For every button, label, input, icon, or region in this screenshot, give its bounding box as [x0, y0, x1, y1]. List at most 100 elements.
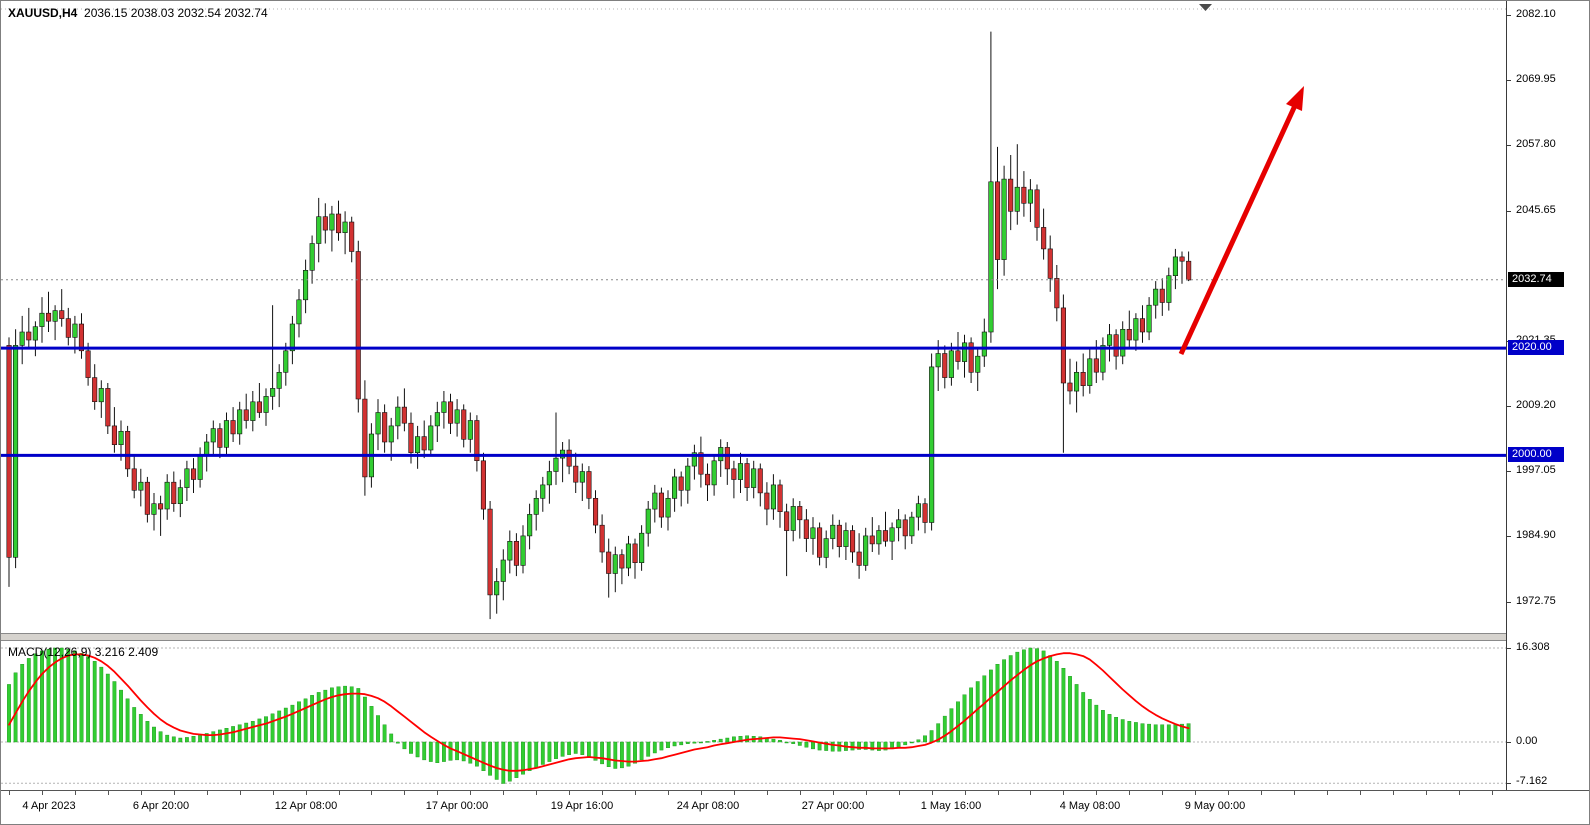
time-tick	[602, 791, 603, 795]
time-axis[interactable]: 4 Apr 2023 6 Apr 20:00 12 Apr 08:00 17 Apr …	[1, 790, 1589, 824]
time-tick	[1030, 791, 1031, 795]
time-tick	[998, 791, 999, 795]
time-tick	[569, 791, 570, 795]
time-tick	[174, 791, 175, 795]
time-tick	[437, 791, 438, 795]
time-tick	[371, 791, 372, 795]
price-tick-label: 1984.90	[1516, 529, 1556, 541]
pane-divider[interactable]	[1, 633, 1589, 641]
macd-tick	[1507, 742, 1511, 743]
time-tick	[207, 791, 208, 795]
price-tick-label: 1997.05	[1516, 464, 1556, 476]
time-tick	[536, 791, 537, 795]
time-tick	[1327, 791, 1328, 795]
time-tick	[1162, 791, 1163, 795]
trend-arrow[interactable]	[1178, 86, 1304, 356]
time-tick	[701, 791, 702, 795]
time-label: 24 Apr 08:00	[676, 800, 740, 812]
macd-signal-line	[8, 652, 1190, 772]
price-tick	[1507, 406, 1511, 407]
macd-tick-label: 16.308	[1516, 641, 1550, 653]
time-tick	[1129, 791, 1130, 795]
time-tick	[470, 791, 471, 795]
time-tick	[1294, 791, 1295, 795]
macd-tick-label: -7.162	[1516, 775, 1548, 787]
price-tick	[1507, 15, 1511, 16]
time-tick	[1096, 791, 1097, 795]
time-label: 19 Apr 16:00	[550, 800, 614, 812]
price-tick	[1507, 145, 1511, 146]
macd-tick	[1507, 648, 1511, 649]
price-tick	[1507, 80, 1511, 81]
price-tick-label: 2009.20	[1516, 399, 1556, 411]
price-tick	[1507, 211, 1511, 212]
price-tick-label: 2082.10	[1516, 8, 1556, 20]
macd-chart-canvas[interactable]	[1, 641, 1506, 789]
time-label: 9 May 00:00	[1184, 800, 1246, 812]
level-price-badge: 2000.00	[1508, 447, 1564, 462]
macd-pane[interactable]	[1, 641, 1506, 789]
time-tick	[800, 791, 801, 795]
macd-values: 3.216 2.409	[94, 645, 159, 659]
time-tick	[1426, 791, 1427, 795]
time-tick	[1228, 791, 1229, 795]
time-tick	[9, 791, 10, 795]
time-tick	[734, 791, 735, 795]
macd-name: MACD(12,26,9)	[8, 645, 92, 659]
time-tick	[1492, 791, 1493, 795]
price-axis[interactable]: 2082.102069.952057.802045.652021.352009.…	[1506, 1, 1589, 790]
time-tick	[965, 791, 966, 795]
time-label: 1 May 16:00	[920, 800, 982, 812]
time-tick	[1393, 791, 1394, 795]
level-price-badge: 2020.00	[1508, 340, 1564, 355]
candlestick-chart-canvas[interactable]	[1, 1, 1506, 633]
quote-close: 2032.74	[224, 6, 268, 20]
time-tick	[899, 791, 900, 795]
time-tick	[42, 791, 43, 795]
symbol-period-label: XAUUSD,H4	[8, 6, 78, 20]
time-tick	[1459, 791, 1460, 795]
time-tick	[635, 791, 636, 795]
time-tick	[339, 791, 340, 795]
time-tick	[1063, 791, 1064, 795]
time-tick	[306, 791, 307, 795]
macd-indicator-label: MACD(12,26,9) 3.216 2.409	[8, 645, 158, 659]
price-tick-label: 2045.65	[1516, 204, 1556, 216]
price-tick	[1507, 602, 1511, 603]
macd-tick	[1507, 783, 1511, 784]
time-tick	[1360, 791, 1361, 795]
time-label: 17 Apr 00:00	[425, 800, 489, 812]
time-label: 4 May 08:00	[1059, 800, 1121, 812]
main-chart-pane[interactable]	[1, 1, 1506, 633]
time-tick	[668, 791, 669, 795]
time-tick	[273, 791, 274, 795]
time-tick	[833, 791, 834, 795]
price-tick	[1507, 471, 1511, 472]
price-tick	[1507, 536, 1511, 537]
time-tick	[866, 791, 867, 795]
chart-shift-marker[interactable]	[1199, 4, 1212, 11]
macd-tick-label: 0.00	[1516, 735, 1538, 747]
time-label: 6 Apr 20:00	[132, 800, 190, 812]
time-tick	[108, 791, 109, 795]
time-tick	[1261, 791, 1262, 795]
time-tick	[75, 791, 76, 795]
time-tick	[932, 791, 933, 795]
quote-open: 2036.15	[84, 6, 128, 20]
time-tick	[404, 791, 405, 795]
price-tick-label: 1972.75	[1516, 595, 1556, 607]
price-tick-label: 2057.80	[1516, 138, 1556, 150]
time-tick	[141, 791, 142, 795]
time-label: 4 Apr 2023	[22, 800, 76, 812]
time-label: 27 Apr 00:00	[801, 800, 865, 812]
time-tick	[767, 791, 768, 795]
quote-low: 2032.54	[177, 6, 221, 20]
quote-high: 2038.03	[130, 6, 175, 20]
time-tick	[503, 791, 504, 795]
price-tick-label: 2069.95	[1516, 73, 1556, 85]
time-tick	[240, 791, 241, 795]
quote-readout: XAUUSD,H4 2036.15 2038.03 2032.54 2032.7…	[8, 6, 268, 20]
time-tick	[1195, 791, 1196, 795]
current-price-badge: 2032.74	[1508, 272, 1564, 287]
